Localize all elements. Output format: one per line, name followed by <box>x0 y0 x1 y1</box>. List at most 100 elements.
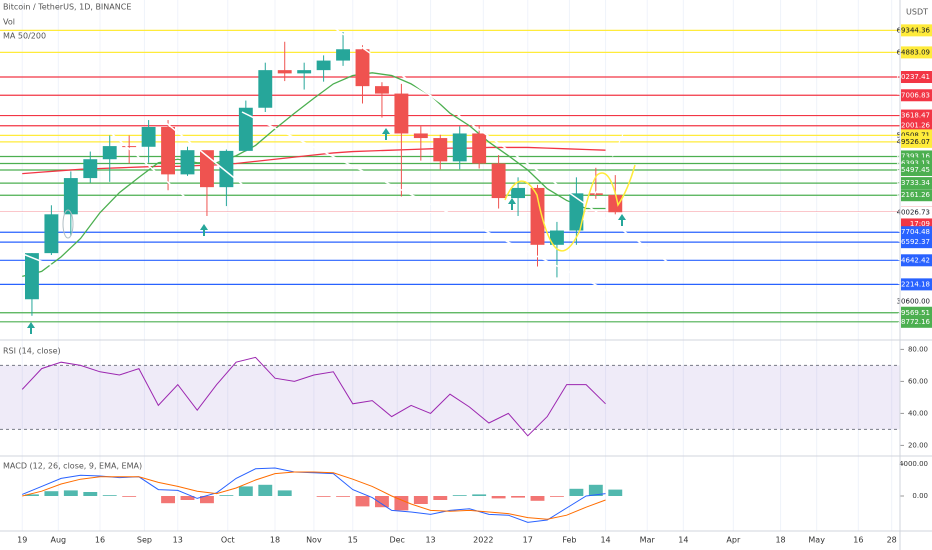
x-tick-label: Oct <box>221 536 235 545</box>
x-tick-label: 19 <box>17 536 27 545</box>
level-label: 43733.34 <box>897 179 931 187</box>
macd-histogram-bar <box>25 494 39 496</box>
x-tick-label: Feb <box>562 536 576 545</box>
y-tick-label: 80.00 <box>908 345 928 353</box>
candle-body <box>530 187 545 245</box>
macd-histogram-bar <box>180 496 195 500</box>
macd-histogram-bar <box>200 496 214 504</box>
level-label-box <box>901 236 932 249</box>
x-tick-label: Apr <box>726 536 741 545</box>
macd-histogram-bar <box>219 495 234 496</box>
level-label: 34642.42 <box>897 256 930 264</box>
candle-body <box>433 138 448 162</box>
candle-body <box>277 70 292 74</box>
candle-body <box>122 146 137 148</box>
level-label: 52001.26 <box>897 122 931 130</box>
level-label-box <box>901 46 932 59</box>
macd-histogram-bar <box>336 496 350 497</box>
macd-histogram-bar <box>472 494 487 496</box>
x-tick-label: 28 <box>887 536 897 545</box>
level-label-box <box>901 109 932 122</box>
y-tick-label: 0.00 <box>912 492 928 500</box>
rsi-pane: 80.00 60.00 40.00 20.00 <box>0 345 928 449</box>
moving-average <box>22 146 606 175</box>
x-tick-label: 18 <box>775 536 785 545</box>
x-tick-label: Sep <box>137 536 152 545</box>
level-label: 60237.41 <box>897 73 930 81</box>
x-tick-label: Mar <box>640 536 656 545</box>
y-tick-label: 4000.00 <box>899 460 928 468</box>
macd-histogram-bar <box>238 486 253 496</box>
macd-histogram-bar <box>83 492 98 496</box>
x-tick-label: 16 <box>853 536 863 545</box>
level-label: 42161.26 <box>897 191 931 199</box>
candle-body <box>141 127 156 147</box>
rsi-title: RSI (14, close) <box>3 347 61 356</box>
candle-body <box>588 193 603 195</box>
macd-histogram-bar <box>588 484 603 496</box>
level-label-box <box>901 71 932 84</box>
macd-histogram-bar <box>452 495 467 496</box>
drawings <box>0 17 673 334</box>
level-label-box <box>901 315 932 328</box>
macd-histogram-bar <box>608 489 623 496</box>
x-tick-label: Nov <box>306 536 322 545</box>
candle-body <box>63 178 78 215</box>
candle-body <box>394 93 409 134</box>
candle-body <box>355 49 370 87</box>
level-label-box <box>901 89 932 102</box>
candle-body <box>180 150 195 175</box>
level-label: 28772.16 <box>897 318 931 326</box>
macd-histogram-bar <box>375 496 389 508</box>
macd-histogram-bar <box>530 496 545 501</box>
candle-body <box>491 163 506 199</box>
macd-histogram-bar <box>433 496 448 500</box>
macd-histogram-bar <box>550 496 564 497</box>
level-label-box <box>901 278 932 291</box>
candle-body <box>472 133 487 164</box>
candle-body <box>161 127 175 175</box>
currency-label: USDT <box>906 8 928 17</box>
x-tick-label: 16 <box>95 536 105 545</box>
macd-title: MACD (12, 26, close, 9, EMA, EMA) <box>3 462 142 471</box>
x-tick-label: May <box>808 536 825 545</box>
candle-body <box>297 70 312 74</box>
macd-line <box>22 467 606 523</box>
macd-histogram-bar <box>122 496 137 497</box>
candle-body <box>336 49 350 61</box>
ma-label: MA 50/200 <box>3 32 46 41</box>
signal-line <box>22 471 606 520</box>
symbol-title: Bitcoin / TetherUS, 1D, BINANCE <box>3 3 131 12</box>
level-label-box <box>901 24 932 37</box>
level-label: 36592.37 <box>897 238 930 246</box>
x-tick-label: 2022 <box>473 536 493 545</box>
candle-body <box>511 187 525 199</box>
level-label: 53618.47 <box>897 112 930 120</box>
level-label-box <box>901 189 932 202</box>
candle-body <box>452 133 467 162</box>
x-tick-label: 14 <box>678 536 688 545</box>
level-label: 50508.71 <box>897 131 930 139</box>
level-label: 29569.51 <box>897 309 930 317</box>
trendline <box>104 127 201 211</box>
candle-body <box>44 214 59 254</box>
x-tick-label: 14 <box>600 536 610 545</box>
level-label-box <box>901 135 932 148</box>
candle-body <box>25 253 39 300</box>
macd-histogram-bar <box>161 496 175 504</box>
macd-histogram-bar <box>491 496 506 499</box>
level-label: 69344.36 <box>897 26 931 34</box>
macd-histogram-bar <box>258 484 273 496</box>
trendline <box>319 17 673 266</box>
macd-histogram-bar <box>44 491 59 496</box>
vol-label: Vol <box>3 18 15 27</box>
x-tick-label: 13 <box>173 536 183 545</box>
candle-body <box>258 70 273 108</box>
candle-body <box>83 159 98 179</box>
projection <box>582 131 625 221</box>
level-label-box <box>901 177 932 190</box>
level-label-box <box>901 163 932 176</box>
y-tick-label: 20.00 <box>908 441 928 449</box>
trendline <box>159 117 244 186</box>
